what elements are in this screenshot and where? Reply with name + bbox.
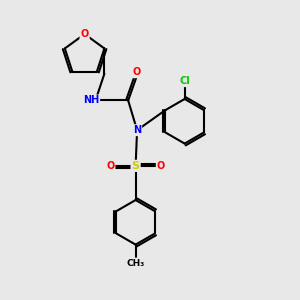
Text: O: O xyxy=(106,161,115,171)
Text: O: O xyxy=(80,29,89,39)
Text: S: S xyxy=(132,161,140,171)
Text: O: O xyxy=(157,161,165,171)
Text: O: O xyxy=(133,67,141,77)
Text: NH: NH xyxy=(83,95,99,106)
Text: CH₃: CH₃ xyxy=(127,259,145,268)
Text: Cl: Cl xyxy=(179,76,190,86)
Text: N: N xyxy=(133,125,141,135)
